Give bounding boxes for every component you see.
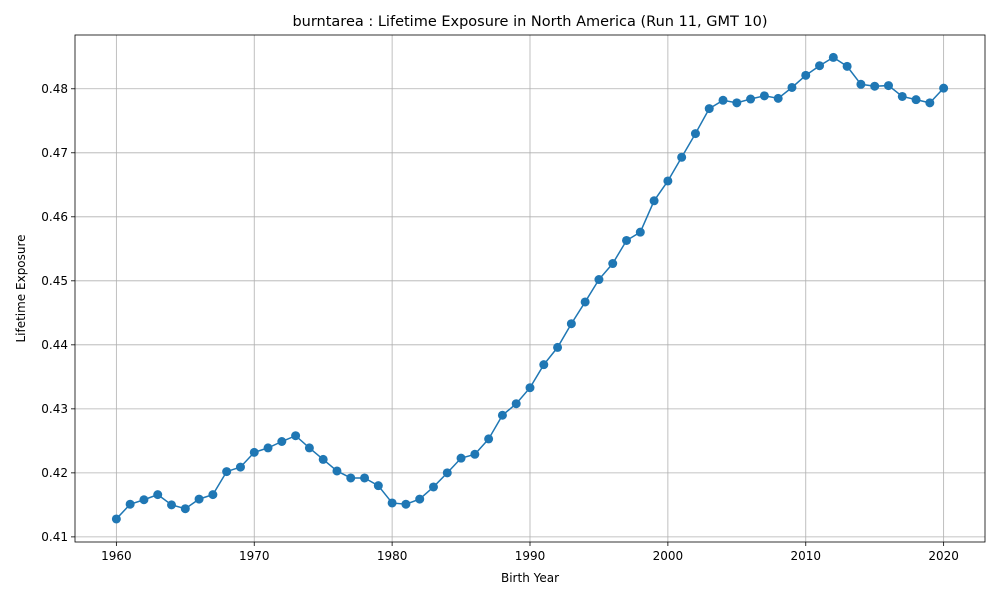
data-point — [746, 94, 756, 104]
x-axis-ticks: 1960 1970 1980 1990 2000 2010 2020 — [101, 542, 959, 563]
data-point — [497, 410, 507, 420]
y-axis-label: Lifetime Exposure — [14, 234, 28, 342]
y-tick-label: 0.44 — [41, 338, 68, 352]
series-layer — [111, 52, 949, 524]
chart-title: burntarea : Lifetime Exposure in North A… — [292, 14, 767, 30]
data-point — [291, 431, 301, 441]
data-point — [815, 61, 825, 71]
plot-frame — [74, 34, 986, 543]
data-point — [428, 482, 438, 492]
data-point — [787, 82, 797, 92]
x-tick-label: 2020 — [928, 549, 959, 563]
data-point — [139, 495, 149, 505]
data-point — [484, 434, 494, 444]
data-point — [511, 399, 521, 409]
data-point — [415, 494, 425, 504]
data-point — [897, 91, 907, 101]
data-point — [222, 467, 232, 477]
data-point — [608, 259, 618, 269]
y-tick-label: 0.42 — [41, 466, 68, 480]
y-tick-label: 0.41 — [41, 530, 68, 544]
data-point — [870, 81, 880, 91]
data-point — [883, 81, 893, 91]
data-point — [167, 500, 177, 510]
x-tick-label: 1970 — [239, 549, 270, 563]
data-point — [677, 152, 687, 162]
data-point — [539, 360, 549, 370]
data-point — [842, 61, 852, 71]
data-point — [111, 514, 121, 524]
data-point — [456, 453, 466, 463]
data-point — [180, 504, 190, 514]
data-point — [690, 129, 700, 139]
data-point — [704, 104, 714, 114]
data-point — [732, 98, 742, 108]
y-axis-ticks: 0.41 0.42 0.43 0.44 0.45 0.46 0.47 0.48 — [41, 82, 75, 544]
data-point — [373, 481, 383, 491]
data-point — [925, 98, 935, 108]
data-point — [332, 466, 342, 476]
y-tick-label: 0.45 — [41, 274, 68, 288]
data-point — [263, 443, 273, 453]
data-point — [622, 235, 632, 245]
data-point — [153, 490, 163, 500]
data-point — [828, 52, 838, 62]
data-point — [235, 462, 245, 472]
data-point — [249, 447, 259, 457]
data-point — [553, 342, 563, 352]
data-point — [470, 449, 480, 459]
data-point — [580, 297, 590, 307]
data-point — [318, 454, 328, 464]
data-point — [387, 498, 397, 508]
data-point — [939, 83, 949, 93]
data-point — [718, 95, 728, 105]
data-point — [125, 499, 135, 509]
data-point — [801, 70, 811, 80]
data-point — [346, 473, 356, 483]
data-point — [566, 319, 576, 329]
x-tick-label: 1960 — [101, 549, 132, 563]
x-tick-label: 2000 — [653, 549, 684, 563]
data-point — [663, 176, 673, 186]
data-point — [208, 490, 218, 500]
y-tick-label: 0.46 — [41, 210, 68, 224]
data-point — [194, 494, 204, 504]
data-point — [360, 473, 370, 483]
data-point — [911, 95, 921, 105]
data-point — [649, 196, 659, 206]
y-tick-label: 0.47 — [41, 146, 68, 160]
x-tick-label: 1990 — [515, 549, 546, 563]
x-tick-label: 1980 — [377, 549, 408, 563]
y-tick-label: 0.43 — [41, 402, 68, 416]
x-tick-label: 2010 — [790, 549, 821, 563]
data-point — [594, 275, 604, 285]
data-point — [856, 79, 866, 89]
data-point — [635, 227, 645, 237]
data-point — [401, 499, 411, 509]
data-point — [442, 468, 452, 478]
x-axis-label: Birth Year — [501, 571, 559, 585]
data-point — [304, 443, 314, 453]
data-point — [773, 93, 783, 103]
data-point — [525, 383, 535, 393]
y-tick-label: 0.48 — [41, 82, 68, 96]
data-point — [277, 436, 287, 446]
grid-lines — [75, 35, 985, 542]
data-point — [759, 91, 769, 101]
